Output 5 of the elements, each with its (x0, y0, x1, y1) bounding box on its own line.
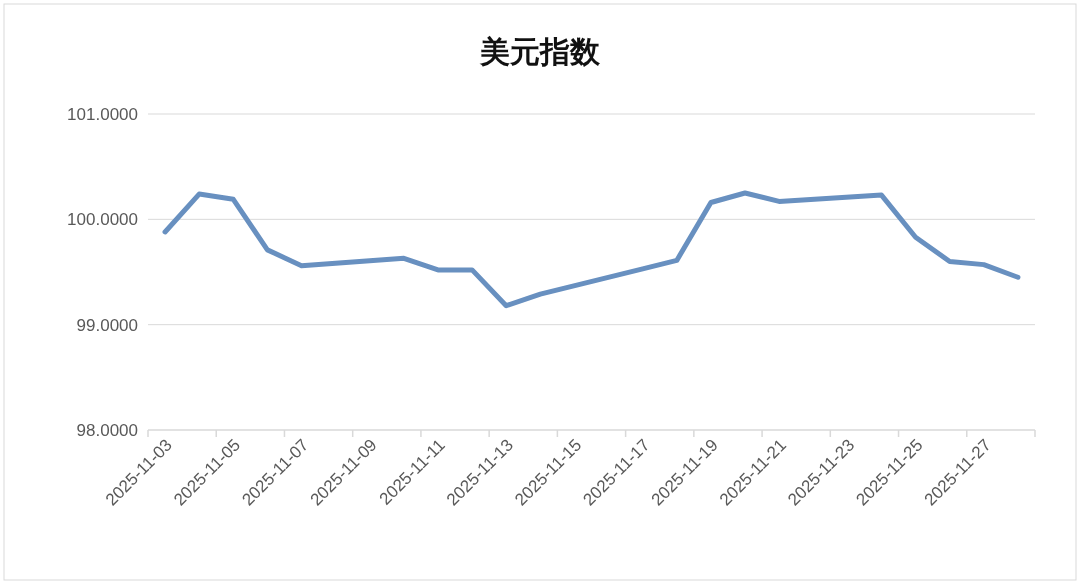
y-tick-label: 101.0000 (67, 105, 138, 124)
chart-title: 美元指数 (479, 35, 601, 68)
y-tick-label: 98.0000 (76, 421, 138, 440)
y-tick-label: 100.0000 (67, 210, 138, 230)
y-tick-label: 99.0000 (76, 315, 138, 335)
